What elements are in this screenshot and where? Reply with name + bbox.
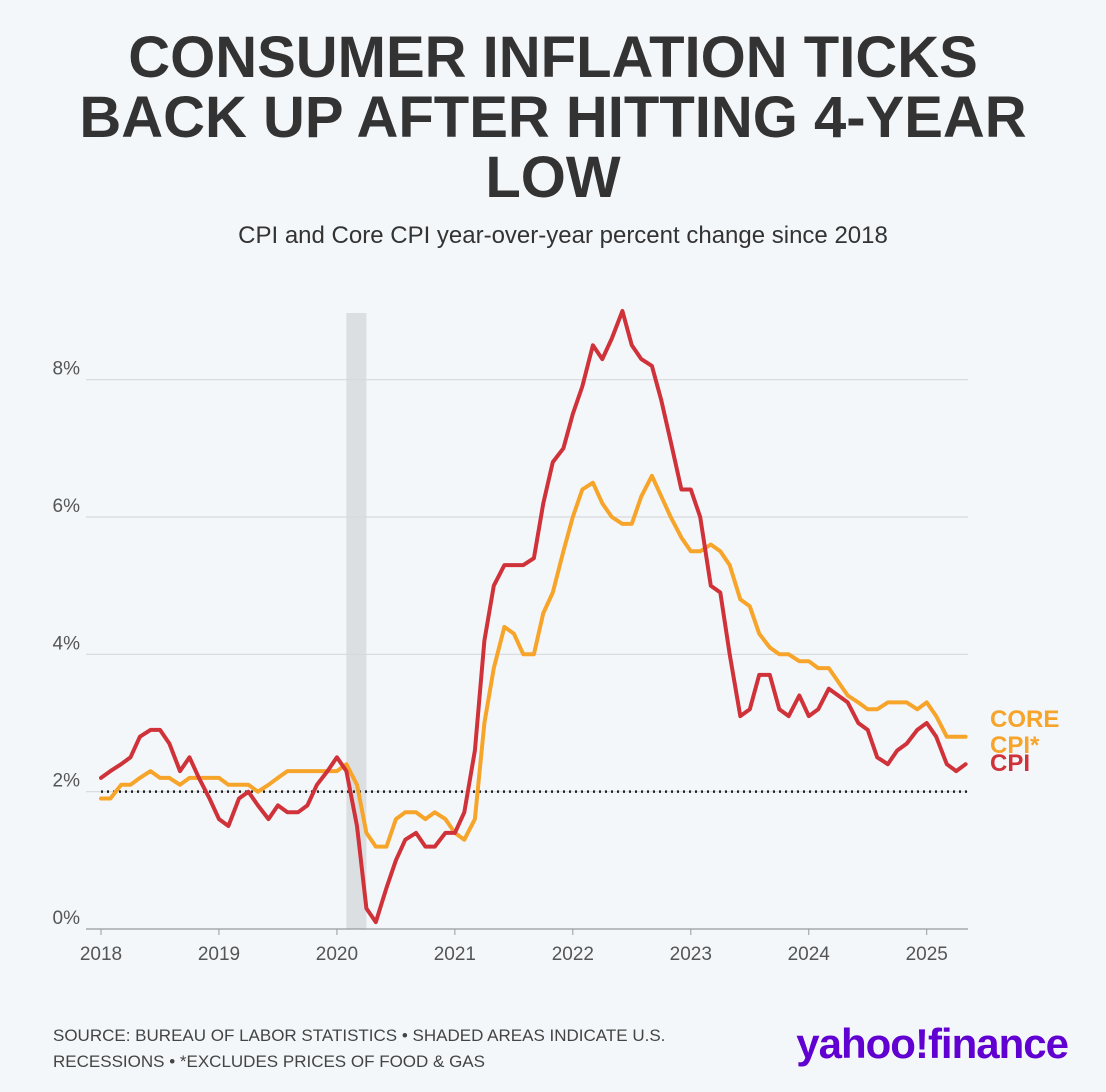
chart-title: CONSUMER INFLATION TICKS BACK UP AFTER H…: [79, 25, 1027, 210]
series-line: [99, 309, 968, 925]
y-tick-label: 6%: [53, 496, 81, 517]
y-tick-label: 8%: [53, 359, 81, 380]
source-note: SOURCE: BUREAU OF LABOR STATISTICS • SHA…: [53, 1026, 666, 1071]
x-tick-label: 2018: [80, 944, 122, 965]
x-tick-label: 2025: [906, 944, 948, 965]
x-tick-label: 2021: [434, 944, 476, 965]
legend-label: CORE CPI*: [990, 705, 1060, 759]
x-tick-label: 2023: [670, 944, 712, 965]
x-tick-label: 2022: [552, 944, 594, 965]
x-tick-label: 2020: [316, 944, 358, 965]
y-tick-label: 2%: [53, 771, 81, 792]
chart-subtitle: CPI and Core CPI year-over-year percent …: [238, 222, 888, 249]
x-tick-label: 2019: [198, 944, 240, 965]
y-tick-label: 0%: [53, 908, 81, 929]
legend-label: CPI: [990, 750, 1031, 778]
plot: 0% 2% 4% 6% 8% 2018 2019 2020 2021 2022 2023 2024 20…: [53, 309, 968, 965]
series-line: [99, 473, 968, 849]
logo: yahoo!finance: [796, 1020, 1069, 1067]
x-tick-label: 2024: [788, 944, 831, 965]
y-tick-label: 4%: [53, 633, 81, 654]
